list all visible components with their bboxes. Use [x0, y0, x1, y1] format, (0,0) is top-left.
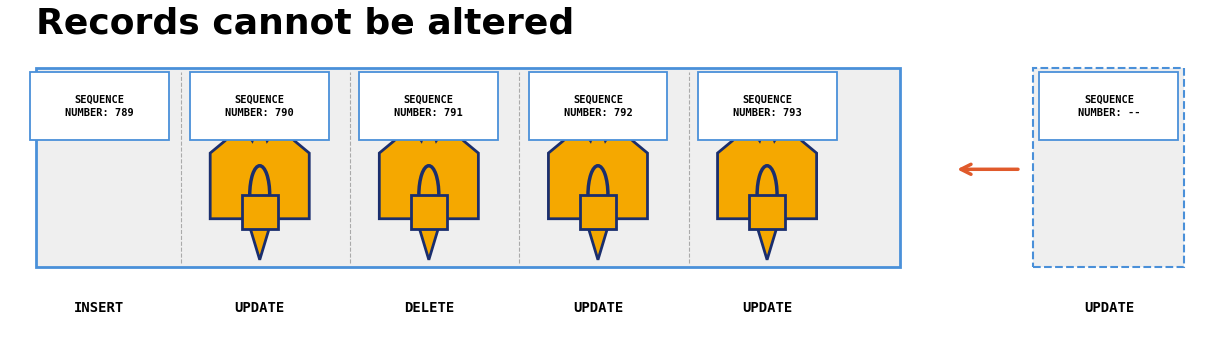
FancyBboxPatch shape	[1040, 72, 1179, 140]
Text: SEQUENCE
NUMBER: 791: SEQUENCE NUMBER: 791	[395, 94, 463, 118]
Text: Records cannot be altered: Records cannot be altered	[36, 7, 575, 41]
Polygon shape	[379, 119, 478, 260]
FancyBboxPatch shape	[749, 195, 785, 229]
FancyBboxPatch shape	[580, 195, 616, 229]
Text: SEQUENCE
NUMBER: --: SEQUENCE NUMBER: --	[1078, 94, 1140, 118]
Polygon shape	[210, 119, 309, 260]
Polygon shape	[718, 119, 817, 260]
FancyBboxPatch shape	[529, 72, 667, 140]
Text: DELETE: DELETE	[403, 301, 454, 315]
Text: SEQUENCE
NUMBER: 793: SEQUENCE NUMBER: 793	[733, 94, 801, 118]
FancyBboxPatch shape	[698, 72, 836, 140]
FancyBboxPatch shape	[360, 72, 498, 140]
FancyBboxPatch shape	[242, 195, 278, 229]
Polygon shape	[548, 119, 647, 260]
FancyBboxPatch shape	[411, 195, 447, 229]
Text: UPDATE: UPDATE	[742, 301, 792, 315]
Text: UPDATE: UPDATE	[1084, 301, 1134, 315]
FancyBboxPatch shape	[191, 72, 329, 140]
FancyBboxPatch shape	[1033, 68, 1184, 267]
Text: INSERT: INSERT	[74, 301, 124, 315]
Text: UPDATE: UPDATE	[234, 301, 285, 315]
Text: SEQUENCE
NUMBER: 789: SEQUENCE NUMBER: 789	[65, 94, 133, 118]
Text: SEQUENCE
NUMBER: 790: SEQUENCE NUMBER: 790	[226, 94, 294, 118]
FancyBboxPatch shape	[36, 68, 900, 267]
Text: UPDATE: UPDATE	[573, 301, 623, 315]
Text: SEQUENCE
NUMBER: 792: SEQUENCE NUMBER: 792	[564, 94, 632, 118]
FancyBboxPatch shape	[29, 72, 169, 140]
